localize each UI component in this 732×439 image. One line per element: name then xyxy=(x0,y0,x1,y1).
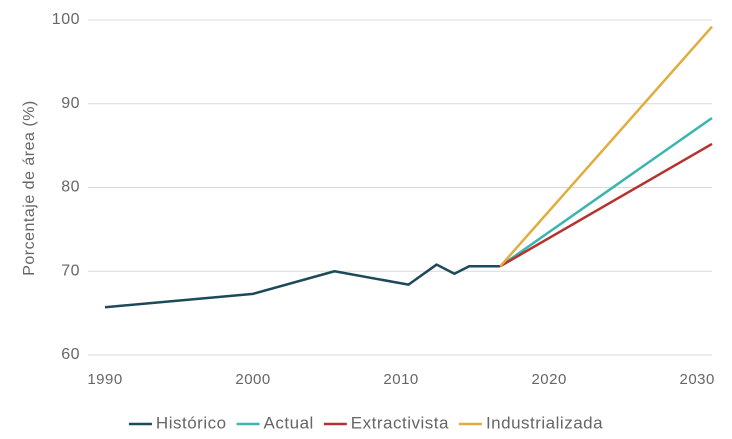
x-tick-label: 1990 xyxy=(87,371,122,388)
x-tick-label: 2000 xyxy=(235,371,270,388)
x-tick-label: 2010 xyxy=(383,371,418,388)
y-tick-label: 80 xyxy=(61,179,80,196)
x-tick-label: 2030 xyxy=(680,371,715,388)
legend-label: Histórico xyxy=(156,413,227,432)
y-tick-label: 70 xyxy=(61,262,80,279)
legend-label: Extractivista xyxy=(351,413,449,432)
series-line xyxy=(104,263,501,309)
y-tick-label: 90 xyxy=(61,95,80,112)
y-tick-label: 100 xyxy=(52,11,80,28)
legend-label: Actual xyxy=(264,413,314,432)
x-tick-label: 2020 xyxy=(531,371,566,388)
y-tick-label: 60 xyxy=(61,346,80,363)
series-line xyxy=(499,142,713,268)
y-axis-label: Porcentaje de área (%) xyxy=(21,100,38,276)
legend-label: Industrializada xyxy=(486,413,603,432)
series-line xyxy=(499,25,713,268)
series-line xyxy=(499,116,713,268)
